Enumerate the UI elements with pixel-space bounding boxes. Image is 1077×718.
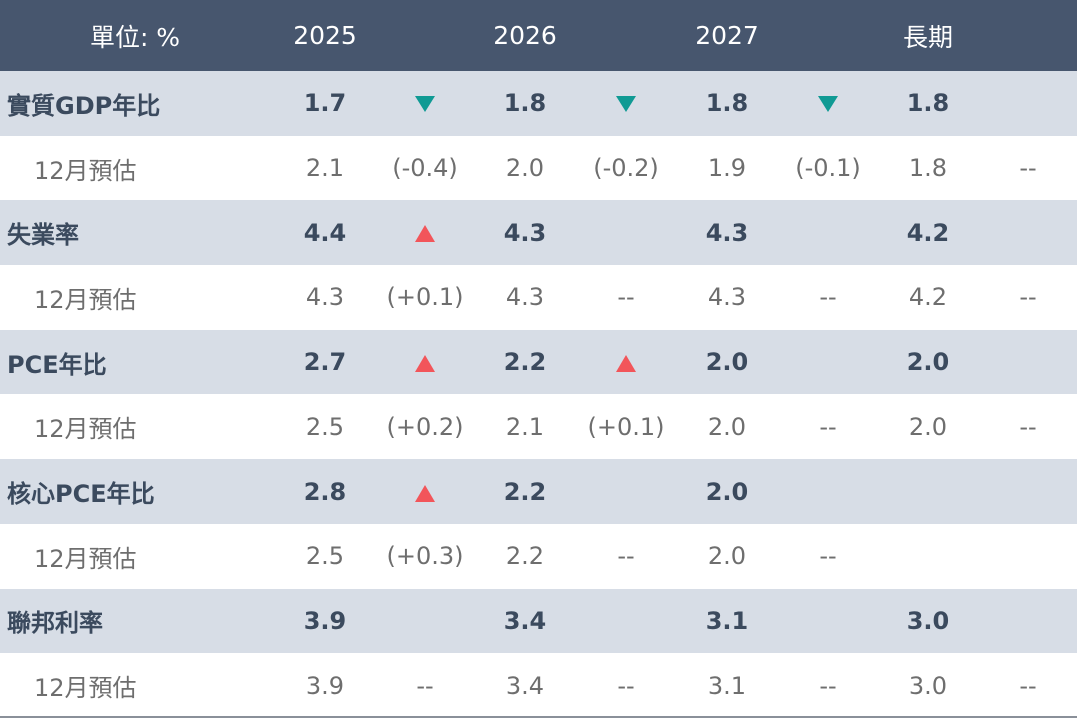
value-cell: -- [416,671,434,700]
value-cell: 1.8 [908,154,948,183]
value-cell: (+0.1) [386,283,464,312]
value-cell: 2.0 [906,348,950,377]
row-label: PCE年比 [7,350,107,379]
value-cell: 2.7 [303,348,347,377]
forecast-row: 12月預估 2.1 (-0.4) 2.0 (-0.2) 1.9 (-0.1) 1.8 -- [0,135,1077,201]
value-cell: (-0.4) [392,154,458,183]
row-label: 實質GDP年比 [7,91,161,120]
value-cell: 3.1 [705,606,749,635]
value-cell: 1.8 [906,89,950,118]
value-cell: (-0.2) [593,154,659,183]
header-cell: 2027 [695,21,759,50]
value-cell: 2.1 [505,412,545,441]
value-cell: -- [1019,283,1037,312]
value-cell: 2.0 [908,412,948,441]
row-label: 聯邦利率 [7,609,103,638]
down-arrow [616,96,636,112]
value-cell: 3.4 [503,606,547,635]
row-label: 12月預估 [34,285,137,314]
value-cell: 2.2 [503,348,547,377]
value-cell: 2.0 [705,348,749,377]
down-arrow [415,96,435,112]
value-cell: (-0.1) [795,154,861,183]
row-label: 12月預估 [34,674,137,703]
value-cell: 2.2 [503,477,547,506]
header-cell: 2026 [493,21,557,50]
header-cell: 2025 [293,21,357,50]
row-label: 12月預估 [34,415,137,444]
value-cell: -- [617,542,635,571]
value-cell: 2.0 [505,154,545,183]
value-cell: 4.2 [906,218,950,247]
value-cell: 2.2 [505,542,545,571]
value-cell: 3.4 [505,671,545,700]
value-cell: -- [1019,671,1037,700]
value-cell: 2.0 [707,412,747,441]
value-cell: 3.0 [906,606,950,635]
row-label: 失業率 [7,221,79,250]
value-cell: 4.4 [303,218,347,247]
row-label: 12月預估 [34,156,137,185]
metric-row: PCE年比 2.7 2.2 2.0 2.0 [0,329,1077,395]
value-cell: (+0.1) [587,412,665,441]
value-cell: 3.0 [908,671,948,700]
value-cell: -- [1019,412,1037,441]
value-cell: 4.2 [908,283,948,312]
up-arrow [415,355,435,372]
value-cell: -- [617,671,635,700]
forecast-row: 12月預估 4.3 (+0.1) 4.3 -- 4.3 -- 4.2 -- [0,265,1077,330]
up-arrow [616,355,636,372]
value-cell: 4.3 [305,283,345,312]
header-cell: 長期 [902,22,953,52]
value-cell: -- [819,412,837,441]
forecast-row: 12月預估 3.9 -- 3.4 -- 3.1 -- 3.0 -- [0,653,1077,718]
value-cell: 4.3 [505,283,545,312]
header-row: 單位: % 2025 2026 2027 長期 [0,0,1077,71]
metric-row: 失業率 4.4 4.3 4.3 4.2 [0,200,1077,266]
bottom-border [0,716,1077,718]
value-cell: 2.1 [305,154,345,183]
value-cell: -- [819,283,837,312]
value-cell: 2.8 [303,477,347,506]
value-cell: 2.5 [305,412,345,441]
up-arrow [415,485,435,502]
down-arrow [818,96,838,112]
value-cell: 1.7 [303,89,347,118]
value-cell: 1.8 [503,89,547,118]
value-cell: 1.8 [705,89,749,118]
up-arrow [415,225,435,242]
value-cell: 2.0 [705,477,749,506]
value-cell: -- [819,671,837,700]
value-cell: 4.3 [705,218,749,247]
value-cell: 2.0 [707,542,747,571]
value-cell: -- [1019,154,1037,183]
value-cell: 1.9 [707,154,747,183]
value-cell: 2.5 [305,542,345,571]
value-cell: -- [819,542,837,571]
row-label: 核心PCE年比 [7,480,155,509]
metric-row: 實質GDP年比 1.7 1.8 1.8 1.8 [0,71,1077,136]
value-cell: (+0.2) [386,412,464,441]
value-cell: 4.3 [707,283,747,312]
metric-row: 核心PCE年比 2.8 2.2 2.0 [0,459,1077,524]
value-cell: 3.9 [305,671,345,700]
header-cell: 單位: % [89,22,181,52]
value-cell: -- [617,283,635,312]
value-cell: 3.1 [707,671,747,700]
value-cell: (+0.3) [386,542,464,571]
value-cell: 3.9 [303,606,347,635]
value-cell: 4.3 [503,218,547,247]
metric-row: 聯邦利率 3.9 3.4 3.1 3.0 [0,588,1077,654]
forecast-row: 12月預估 2.5 (+0.2) 2.1 (+0.1) 2.0 -- 2.0 -- [0,394,1077,460]
forecast-row: 12月預估 2.5 (+0.3) 2.2 -- 2.0 -- [0,523,1077,589]
row-label: 12月預估 [34,544,137,573]
